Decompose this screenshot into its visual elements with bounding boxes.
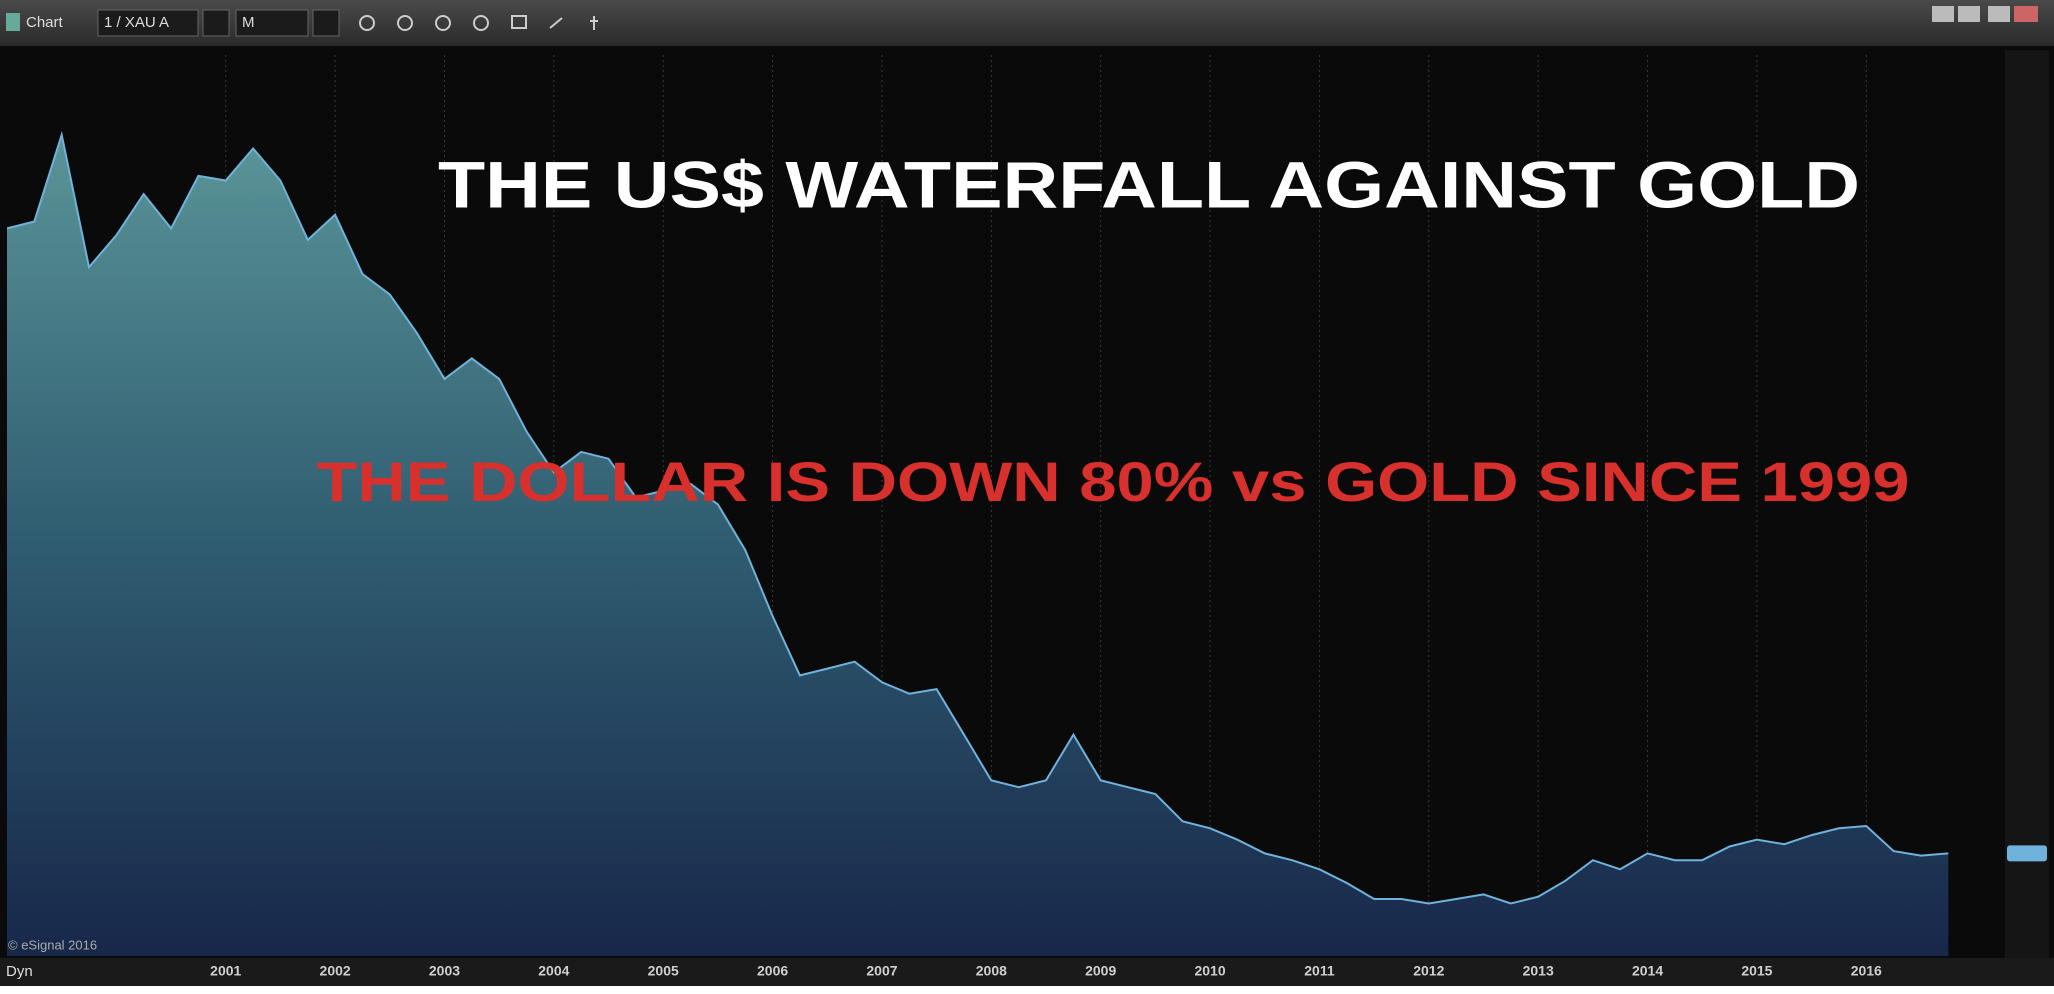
close-button[interactable] xyxy=(2014,6,2038,22)
toolbar-icons xyxy=(359,15,598,31)
icon[interactable] xyxy=(359,15,375,31)
x-tick-label: 2012 xyxy=(1413,963,1444,979)
x-tick-label: 2005 xyxy=(648,963,679,979)
mode-label: Dyn xyxy=(6,963,33,980)
x-tick-label: 2007 xyxy=(866,963,897,979)
icon[interactable] xyxy=(590,16,598,30)
icon[interactable] xyxy=(549,17,563,29)
symbol-text: 1 / XAU A xyxy=(104,14,169,31)
x-tick-label: 2004 xyxy=(538,963,569,979)
area xyxy=(7,134,1949,957)
x-tick-label: 2013 xyxy=(1523,963,1554,979)
time-axis xyxy=(0,958,2054,986)
button[interactable] xyxy=(1958,6,1980,22)
annotation: THE DOLLAR IS DOWN 80% vs GOLD SINCE 199… xyxy=(317,450,1910,513)
link-button[interactable] xyxy=(202,9,230,37)
button[interactable] xyxy=(1932,6,1954,22)
icon[interactable] xyxy=(473,15,489,31)
x-tick-label: 2002 xyxy=(320,963,351,979)
x-tick-label: 2010 xyxy=(1194,963,1225,979)
x-tick-label: 2001 xyxy=(210,963,241,979)
icon[interactable] xyxy=(511,15,527,29)
x-tick-label: 2014 xyxy=(1632,963,1663,979)
line xyxy=(6,130,1949,905)
x-tick-label: 2008 xyxy=(976,963,1007,979)
x-tick-label: 2015 xyxy=(1741,963,1772,979)
toolbar-title: Chart xyxy=(26,14,64,31)
button[interactable] xyxy=(1988,6,2010,22)
toolbar xyxy=(0,0,2054,46)
interval-field[interactable] xyxy=(235,9,309,37)
chart-icon xyxy=(6,13,20,31)
icon[interactable] xyxy=(397,15,413,31)
icon[interactable] xyxy=(435,15,451,31)
plot xyxy=(6,55,1949,957)
chart-title: THE US$ WATERFALL AGAINST GOLD xyxy=(438,147,1860,221)
clock-button[interactable] xyxy=(312,9,340,37)
x-tick-label: 2003 xyxy=(429,963,460,979)
x-tick-label: 2016 xyxy=(1851,963,1882,979)
window-buttons xyxy=(1932,6,2038,22)
x-tick-label: 2011 xyxy=(1304,963,1335,979)
copyright: © eSignal 2016 xyxy=(8,937,97,952)
x-tick-label: 2009 xyxy=(1085,963,1116,979)
price-axis xyxy=(2005,50,2049,958)
last-price-marker xyxy=(2007,845,2047,862)
symbol-field[interactable] xyxy=(97,9,199,37)
interval-text: M xyxy=(242,14,255,31)
x-tick-label: 2006 xyxy=(757,963,788,979)
